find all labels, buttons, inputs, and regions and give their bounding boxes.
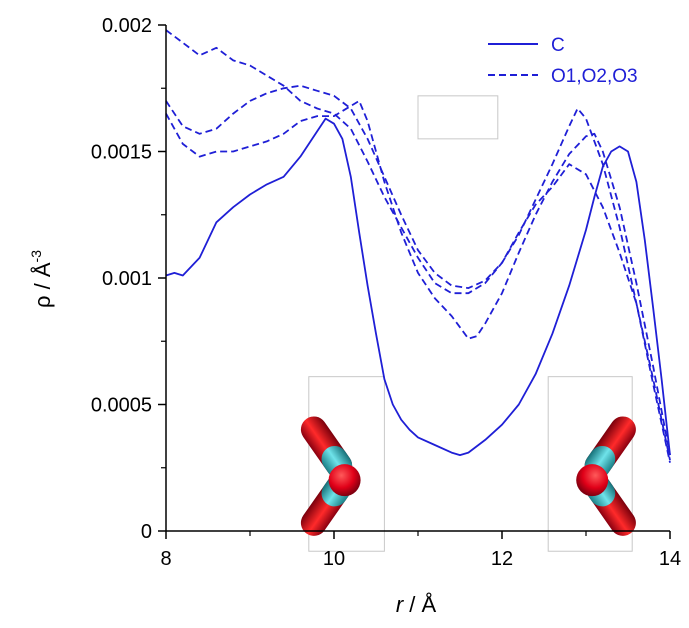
series-line-c [165, 117, 671, 456]
x-tick-label: 10 [323, 548, 345, 570]
molecule-insets [300, 376, 636, 552]
y-tick-label: 0.0005 [91, 395, 152, 417]
y-tick-label: 0.002 [102, 15, 152, 37]
x-tick-label: 14 [659, 548, 681, 570]
molecule-right-inset [547, 376, 636, 552]
series-line-o3 [165, 100, 671, 456]
y-tick-label: 0.0015 [91, 142, 152, 164]
carbonate-molecule-icon [300, 416, 361, 536]
legend-label-o: O1,O2,O3 [551, 66, 638, 87]
x-tick-label: 12 [491, 548, 513, 570]
x-axis-label: r / Å [396, 592, 437, 617]
axis-ticks: 0 0.0005 0.001 0.0015 0.002 8 10 12 14 [91, 15, 681, 570]
y-tick-label: 0 [141, 521, 152, 543]
legend-label-c: C [551, 35, 565, 56]
empty-box [417, 95, 499, 140]
series-line-o2 [165, 84, 671, 463]
molecule-left-inset [300, 376, 385, 552]
legend: C O1,O2,O3 [488, 35, 638, 87]
y-tick-label: 0.001 [102, 268, 152, 290]
empty-annotation-box [417, 95, 499, 140]
carbonate-molecule-icon [576, 416, 636, 536]
series-lines [165, 29, 671, 463]
y-axis-label: ρ / Å-3 [28, 250, 55, 308]
x-tick-label: 8 [160, 548, 171, 570]
series-line-o1 [165, 29, 671, 461]
